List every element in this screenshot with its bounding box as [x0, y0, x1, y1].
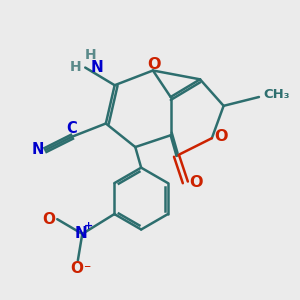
- Text: O: O: [70, 261, 83, 276]
- Text: H: H: [70, 60, 82, 74]
- Text: O: O: [148, 56, 161, 71]
- Text: N: N: [74, 226, 87, 242]
- Text: +: +: [84, 221, 93, 231]
- Text: H: H: [85, 48, 96, 62]
- Text: ⁻: ⁻: [83, 262, 90, 276]
- Text: CH₃: CH₃: [263, 88, 290, 100]
- Text: O: O: [189, 175, 202, 190]
- Text: O: O: [214, 129, 228, 144]
- Text: N: N: [32, 142, 44, 158]
- Text: O: O: [43, 212, 56, 227]
- Text: N: N: [91, 60, 103, 75]
- Text: C: C: [67, 121, 77, 136]
